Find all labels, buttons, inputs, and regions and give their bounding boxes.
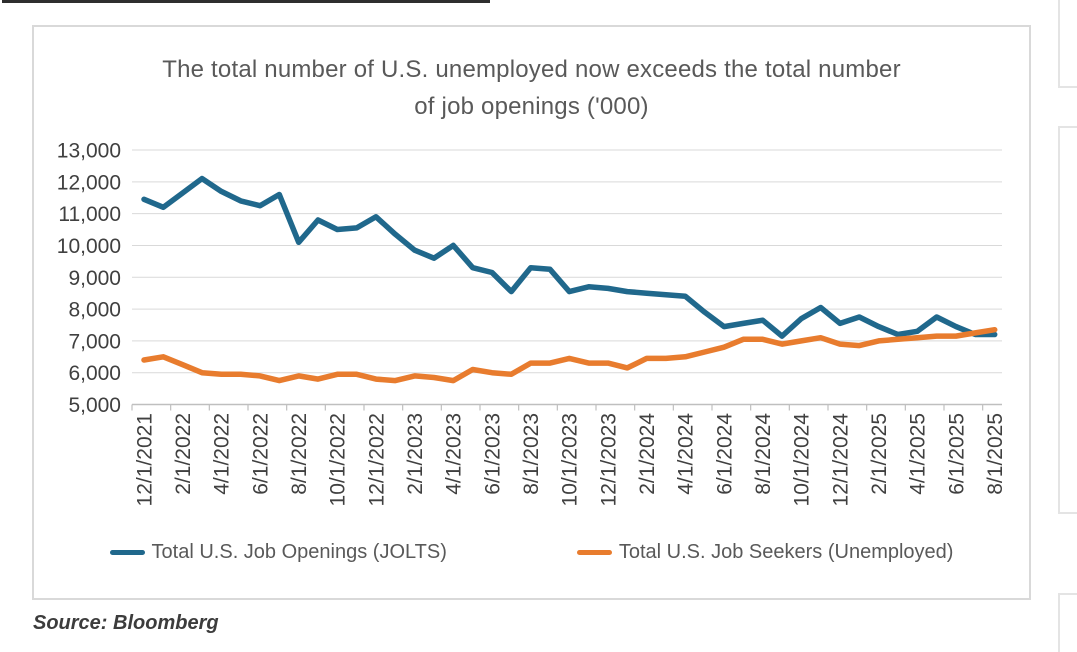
x-tick-label: 12/1/2024 bbox=[829, 413, 852, 507]
y-tick-label: 10,000 bbox=[57, 235, 121, 258]
x-tick-label: 2/1/2022 bbox=[172, 413, 195, 495]
x-tick-label: 4/1/2024 bbox=[675, 413, 698, 495]
x-tick-label: 6/1/2023 bbox=[481, 413, 504, 495]
x-tick-label: 12/1/2022 bbox=[365, 413, 388, 506]
y-tick-label: 8,000 bbox=[68, 299, 121, 322]
x-tick-label: 2/1/2023 bbox=[404, 413, 427, 495]
chart-title-line1: The total number of U.S. unemployed now … bbox=[162, 56, 901, 83]
y-tick-label: 6,000 bbox=[68, 362, 121, 385]
x-tick-label: 6/1/2022 bbox=[249, 413, 272, 495]
chart-card: The total number of U.S. unemployed now … bbox=[32, 25, 1031, 600]
x-tick-label: 6/1/2025 bbox=[945, 413, 968, 495]
x-tick-label: 8/1/2022 bbox=[288, 413, 311, 495]
adjacent-panel-edge-bottom bbox=[1058, 593, 1077, 652]
y-tick-label: 5,000 bbox=[68, 394, 121, 417]
top-edge-line bbox=[2, 0, 490, 3]
y-tick-label: 12,000 bbox=[57, 171, 121, 194]
source-note: Source: Bloomberg bbox=[33, 612, 219, 634]
x-tick-label: 10/1/2023 bbox=[559, 413, 582, 506]
x-tick-label: 12/1/2021 bbox=[133, 413, 156, 506]
chart-title-line2: of job openings ('000) bbox=[414, 93, 649, 120]
series-line-0 bbox=[141, 175, 998, 339]
legend-item-unemployed: Total U.S. Job Seekers (Unemployed) bbox=[576, 541, 954, 564]
legend-item-openings: Total U.S. Job Openings (JOLTS) bbox=[109, 541, 447, 564]
adjacent-panel-edge-top-horizontal bbox=[1058, 86, 1077, 88]
x-tick-label: 6/1/2024 bbox=[713, 413, 736, 495]
x-tick-label: 8/1/2025 bbox=[984, 413, 1007, 495]
series-line-1 bbox=[141, 326, 998, 384]
x-tick-label: 2/1/2025 bbox=[868, 413, 891, 495]
x-tick-label: 2/1/2024 bbox=[636, 413, 659, 495]
legend-label-unemployed: Total U.S. Job Seekers (Unemployed) bbox=[618, 541, 954, 563]
y-tick-label: 13,000 bbox=[57, 140, 121, 163]
x-tick-label: 10/1/2024 bbox=[791, 413, 814, 507]
x-tick-label: 4/1/2022 bbox=[211, 413, 234, 495]
x-tick-label: 8/1/2024 bbox=[752, 413, 775, 495]
x-tick-label: 4/1/2023 bbox=[443, 413, 466, 495]
y-tick-label: 7,000 bbox=[68, 330, 121, 353]
x-tick-label: 8/1/2023 bbox=[520, 413, 543, 495]
legend-label-openings: Total U.S. Job Openings (JOLTS) bbox=[151, 541, 447, 563]
plot-area: 5,000 6,000 7,000 8,000 9,000 10,000 11,000 12,… bbox=[57, 140, 1007, 507]
chart-title: The total number of U.S. unemployed now … bbox=[34, 51, 1029, 125]
y-tick-label: 11,000 bbox=[58, 203, 121, 226]
legend-line-marker-unemployed bbox=[576, 550, 612, 555]
adjacent-panel-edge-middle bbox=[1058, 126, 1077, 514]
legend-line-marker-openings bbox=[109, 550, 145, 555]
x-tick-label: 10/1/2022 bbox=[327, 413, 350, 506]
adjacent-panel-edge-top-vertical bbox=[1058, 0, 1060, 87]
x-tick-label: 4/1/2025 bbox=[907, 413, 930, 495]
chart-legend: Total U.S. Job Openings (JOLTS) Total U.… bbox=[34, 541, 1029, 564]
x-tick-label: 12/1/2023 bbox=[597, 413, 620, 506]
y-tick-label: 9,000 bbox=[68, 267, 121, 290]
